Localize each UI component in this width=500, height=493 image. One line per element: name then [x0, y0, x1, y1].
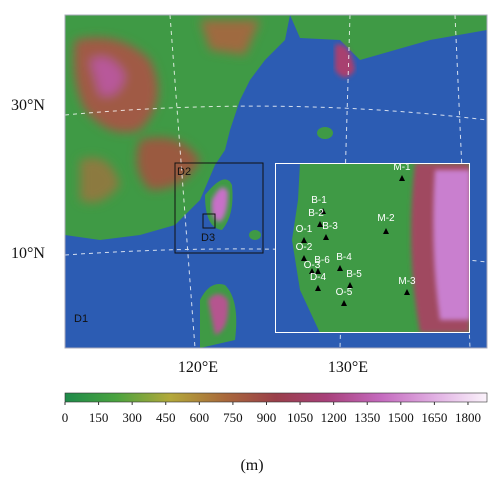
domain-label: D3: [201, 232, 215, 244]
colorbar-tick-label: 0: [62, 410, 69, 425]
map-frame: [64, 14, 488, 349]
station-marker: [317, 221, 323, 227]
colorbar-tick-label: 150: [89, 410, 109, 425]
station-label: O-5: [336, 287, 353, 298]
station-marker: [323, 234, 329, 240]
station-marker: [320, 208, 326, 214]
colorbar-tick-label: 1350: [354, 410, 380, 425]
station-marker: [301, 255, 307, 261]
station-marker: [347, 282, 353, 288]
station-label: B-5: [346, 269, 362, 280]
domain-label: D1: [74, 313, 88, 325]
colorbar-tick-label: 1500: [388, 410, 414, 425]
station-label: B-2: [308, 208, 324, 219]
domain-label: D2: [177, 166, 191, 178]
colorbar-tick-label: 1200: [321, 410, 347, 425]
station-marker: [309, 268, 315, 274]
lon-label: 130°E: [328, 359, 368, 376]
colorbar-tick-label: 750: [223, 410, 243, 425]
station-label: B-4: [336, 252, 352, 263]
colorbar-tick-label: 300: [122, 410, 142, 425]
colorbar-tick-label: 900: [257, 410, 277, 425]
colorbar: [64, 392, 488, 403]
station-label: M-1: [393, 162, 411, 173]
station-marker: [341, 300, 347, 306]
colorbar-tick-label: 1050: [287, 410, 313, 425]
station-label: M-3: [398, 276, 416, 287]
station-label: O-3: [304, 260, 321, 271]
station-label: B-3: [322, 221, 338, 232]
lat-label: 10°N: [11, 245, 45, 262]
station-marker: [404, 289, 410, 295]
station-label: O-1: [296, 224, 313, 235]
station-marker: [315, 285, 321, 291]
station-label: D-4: [310, 272, 327, 283]
map: [65, 15, 487, 348]
station-label: O-2: [296, 242, 313, 253]
colorbar-tick-label: 1650: [421, 410, 447, 425]
lat-label: 30°N: [11, 97, 45, 114]
colorbar-label: (m): [240, 457, 263, 474]
station-marker: [337, 265, 343, 271]
colorbar-tick-label: 450: [156, 410, 176, 425]
station-label: B-1: [311, 195, 327, 206]
station-marker: [301, 237, 307, 243]
colorbar-tick-label: 1800: [455, 410, 481, 425]
colorbar-tick-label: 600: [190, 410, 210, 425]
station-marker: [383, 228, 389, 234]
station-label: M-2: [377, 213, 395, 224]
station-marker: [399, 175, 405, 181]
station-marker: [315, 268, 321, 274]
lon-label: 120°E: [178, 359, 218, 376]
station-label: B-6: [314, 255, 330, 266]
